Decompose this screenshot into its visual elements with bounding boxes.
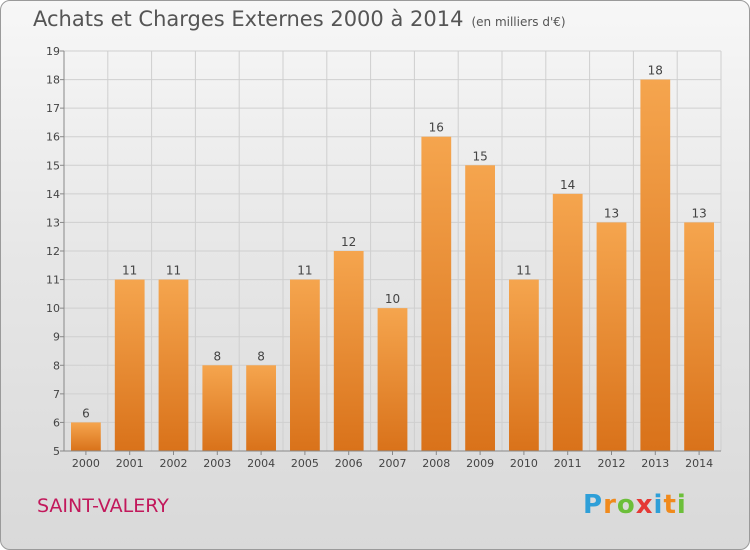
bar-2012 <box>596 222 627 451</box>
y-tick-label: 5 <box>53 445 60 458</box>
bar-2007 <box>377 308 408 451</box>
logo-letter: i <box>676 490 687 520</box>
value-label-2001: 11 <box>122 264 137 278</box>
y-tick-label: 19 <box>46 45 60 58</box>
bar-2010 <box>509 279 539 451</box>
commune-name: SAINT-VALERY <box>37 495 169 517</box>
x-tick-label-2013: 2013 <box>641 457 669 470</box>
value-label-2009: 15 <box>472 149 487 163</box>
x-tick-label-2005: 2005 <box>291 457 319 470</box>
value-label-2005: 11 <box>297 264 312 278</box>
value-label-2004: 8 <box>257 349 265 363</box>
logo-letter: i <box>653 490 664 520</box>
x-tick-label-2014: 2014 <box>685 457 713 470</box>
y-tick-label: 18 <box>46 74 60 87</box>
chart-subtitle: (en milliers d'€) <box>471 15 566 29</box>
y-tick-label: 15 <box>46 159 60 172</box>
logo-letter: t <box>663 490 677 520</box>
logo-letter: r <box>603 490 617 520</box>
x-tick-label-2006: 2006 <box>335 457 363 470</box>
chart-title-block: Achats et Charges Externes 2000 à 2014 (e… <box>33 7 566 31</box>
y-tick-label: 10 <box>46 302 60 315</box>
x-tick-label-2007: 2007 <box>379 457 407 470</box>
y-tick-label: 9 <box>53 331 60 344</box>
y-tick-label: 13 <box>46 216 60 229</box>
bar-2005 <box>290 279 320 451</box>
bar-2004 <box>246 365 276 451</box>
x-tick-label-2011: 2011 <box>554 457 582 470</box>
y-tick-label: 16 <box>46 131 60 144</box>
y-tick-label: 17 <box>46 102 60 115</box>
x-tick-label-2009: 2009 <box>466 457 494 470</box>
value-label-2014: 13 <box>691 206 706 220</box>
x-tick-label-2004: 2004 <box>247 457 275 470</box>
value-label-2000: 6 <box>82 406 90 420</box>
bar-2013 <box>640 79 671 452</box>
bars: 6 11 11 8 8 11 12 10 16 15 11 14 13 18 13 <box>71 64 714 452</box>
y-tick-label: 6 <box>53 416 60 429</box>
chart-title: Achats et Charges Externes 2000 à 2014 <box>33 7 464 31</box>
bar-2000 <box>71 422 101 451</box>
bar-2003 <box>202 365 233 451</box>
value-label-2011: 14 <box>560 178 575 192</box>
x-tick-label-2012: 2012 <box>598 457 626 470</box>
bar-2001 <box>114 279 145 451</box>
x-tick-label-2003: 2003 <box>203 457 231 470</box>
logo-letter: o <box>616 490 636 520</box>
axes: 5 6 7 8 9 10 11 12 13 14 15 16 17 18 19 2000 2001 2002 200… <box>46 45 721 470</box>
x-tick-label-2001: 2001 <box>116 457 144 470</box>
y-tick-label: 7 <box>53 388 60 401</box>
x-tick-label-2000: 2000 <box>72 457 100 470</box>
y-tick-label: 14 <box>46 188 60 201</box>
value-label-2003: 8 <box>213 349 221 363</box>
logo-letter: x <box>635 490 654 520</box>
bar-2002 <box>158 279 189 451</box>
value-label-2013: 18 <box>648 64 663 78</box>
x-tick-label-2010: 2010 <box>510 457 538 470</box>
y-tick-label: 12 <box>46 245 60 258</box>
bar-2008 <box>421 136 452 451</box>
value-label-2006: 12 <box>341 235 356 249</box>
bar-2014 <box>684 222 714 451</box>
logo-letter: P <box>583 490 604 520</box>
x-tick-label-2002: 2002 <box>160 457 188 470</box>
y-tick-label: 11 <box>46 274 60 287</box>
y-tick-label: 8 <box>53 359 60 372</box>
bar-2011 <box>552 193 583 451</box>
bar-2006 <box>333 251 364 451</box>
bar-2009 <box>465 165 495 452</box>
value-label-2002: 11 <box>166 264 181 278</box>
value-label-2008: 16 <box>429 121 444 135</box>
value-label-2012: 13 <box>604 206 619 220</box>
value-label-2007: 10 <box>385 292 400 306</box>
x-tick-label-2008: 2008 <box>422 457 450 470</box>
value-label-2010: 11 <box>516 264 531 278</box>
proxiti-logo[interactable]: Proxiti <box>583 490 687 520</box>
